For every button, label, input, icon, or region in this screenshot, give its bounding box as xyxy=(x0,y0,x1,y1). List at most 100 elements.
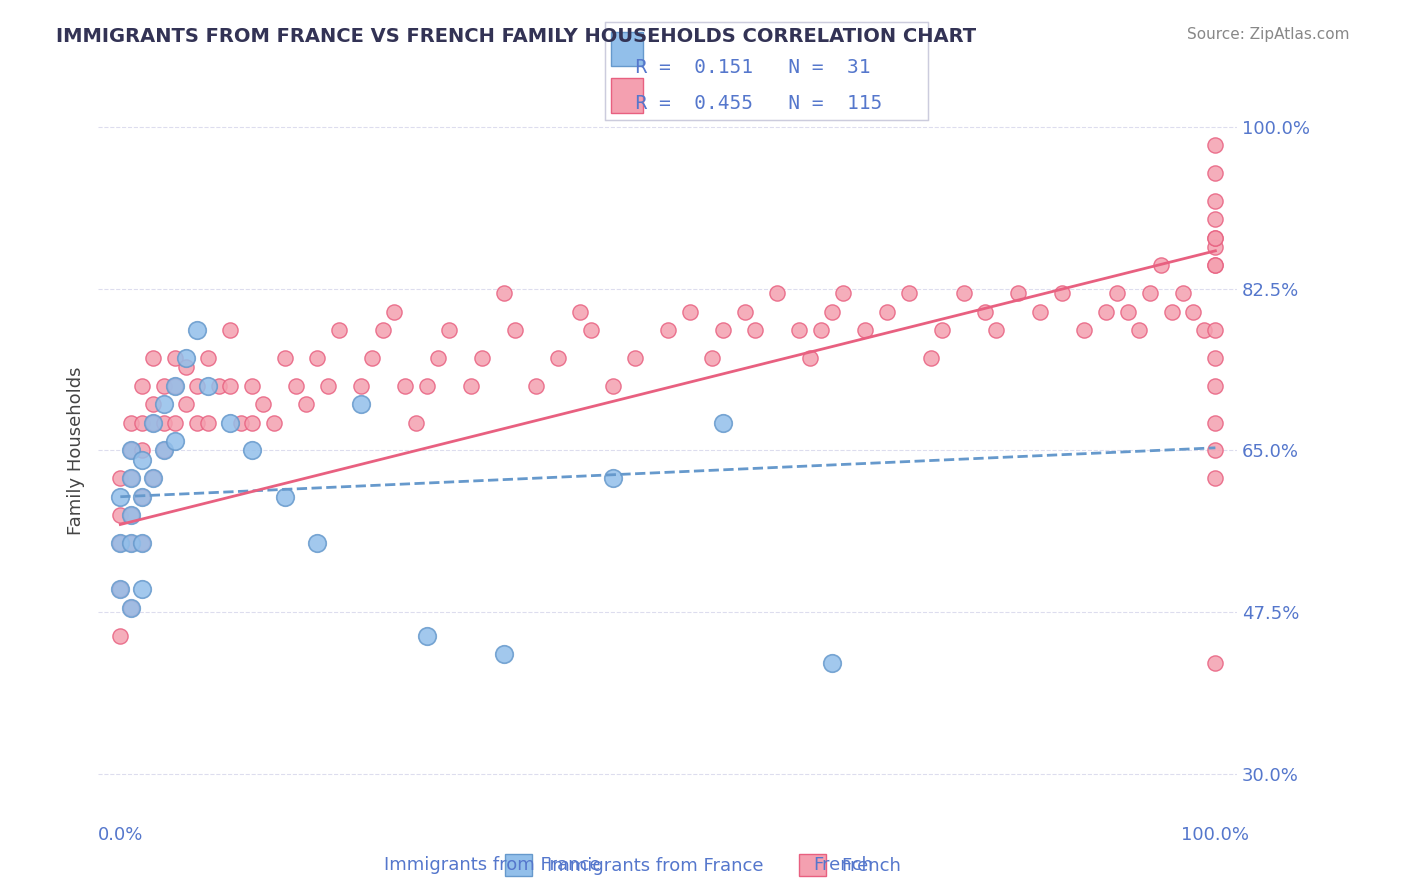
Point xyxy=(492,286,515,301)
Bar xyxy=(612,32,644,67)
Point xyxy=(208,378,231,392)
Point xyxy=(371,323,394,337)
Point xyxy=(460,378,482,392)
Point xyxy=(263,416,285,430)
Point xyxy=(165,378,187,392)
Point xyxy=(787,323,810,337)
Point xyxy=(810,323,832,337)
Point xyxy=(1105,286,1128,301)
Point xyxy=(700,351,723,365)
Point xyxy=(131,443,153,458)
Point xyxy=(426,351,449,365)
Text: Immigrants from France: Immigrants from France xyxy=(384,856,600,874)
Point xyxy=(744,323,766,337)
Point xyxy=(174,351,197,365)
Point xyxy=(131,490,153,504)
Point xyxy=(1182,304,1205,318)
Point xyxy=(186,378,208,392)
Y-axis label: Family Households: Family Households xyxy=(66,367,84,534)
Point xyxy=(1204,166,1226,180)
Point xyxy=(1116,304,1139,318)
Point xyxy=(437,323,460,337)
Point xyxy=(131,416,153,430)
Point xyxy=(153,397,176,411)
Point xyxy=(382,304,405,318)
Point xyxy=(110,536,132,550)
Point xyxy=(120,471,142,485)
Point xyxy=(832,286,855,301)
Point xyxy=(1139,286,1161,301)
Point xyxy=(1029,304,1052,318)
Point xyxy=(218,416,240,430)
Point xyxy=(110,490,132,504)
Point xyxy=(153,378,176,392)
Point xyxy=(218,378,240,392)
Point xyxy=(1204,471,1226,485)
Point xyxy=(284,378,307,392)
Point xyxy=(986,323,1008,337)
Point xyxy=(974,304,997,318)
Point xyxy=(1194,323,1216,337)
Point xyxy=(711,323,734,337)
Point xyxy=(1007,286,1029,301)
Point xyxy=(120,443,142,458)
Point xyxy=(897,286,920,301)
Point xyxy=(197,378,219,392)
Point xyxy=(361,351,384,365)
Point xyxy=(328,323,350,337)
Point xyxy=(1204,240,1226,254)
Point xyxy=(131,490,153,504)
Point xyxy=(1204,351,1226,365)
Point xyxy=(307,536,329,550)
Point xyxy=(120,600,142,615)
Point xyxy=(1204,378,1226,392)
Point xyxy=(1204,443,1226,458)
Point xyxy=(471,351,494,365)
Point xyxy=(131,536,153,550)
Point xyxy=(1204,138,1226,153)
Point xyxy=(165,416,187,430)
Point xyxy=(110,536,132,550)
Point xyxy=(131,582,153,597)
Point xyxy=(657,323,679,337)
Point xyxy=(252,397,274,411)
Point xyxy=(142,416,165,430)
Point xyxy=(416,628,439,642)
Point xyxy=(734,304,756,318)
Point xyxy=(153,416,176,430)
Point xyxy=(350,378,373,392)
Point xyxy=(110,582,132,597)
Point xyxy=(110,471,132,485)
Point xyxy=(142,416,165,430)
Point xyxy=(821,657,844,671)
Point xyxy=(931,323,953,337)
Point xyxy=(120,600,142,615)
Point xyxy=(142,471,165,485)
Point xyxy=(876,304,898,318)
Point xyxy=(229,416,252,430)
Point xyxy=(218,323,240,337)
Point xyxy=(120,471,142,485)
Point xyxy=(1204,194,1226,208)
Point xyxy=(307,351,329,365)
Point xyxy=(602,471,624,485)
Point xyxy=(120,416,142,430)
Point xyxy=(799,351,821,365)
Point xyxy=(186,416,208,430)
Point xyxy=(1204,416,1226,430)
Point xyxy=(110,628,132,642)
Point xyxy=(174,397,197,411)
Point xyxy=(131,452,153,467)
Point xyxy=(197,351,219,365)
Point xyxy=(952,286,974,301)
Point xyxy=(142,471,165,485)
Point xyxy=(920,351,942,365)
Point xyxy=(526,378,548,392)
Point xyxy=(318,378,340,392)
Point xyxy=(853,323,876,337)
Point xyxy=(579,323,602,337)
Point xyxy=(120,536,142,550)
Text: IMMIGRANTS FROM FRANCE VS FRENCH FAMILY HOUSEHOLDS CORRELATION CHART: IMMIGRANTS FROM FRANCE VS FRENCH FAMILY … xyxy=(56,27,976,45)
Point xyxy=(1128,323,1150,337)
Point xyxy=(394,378,416,392)
